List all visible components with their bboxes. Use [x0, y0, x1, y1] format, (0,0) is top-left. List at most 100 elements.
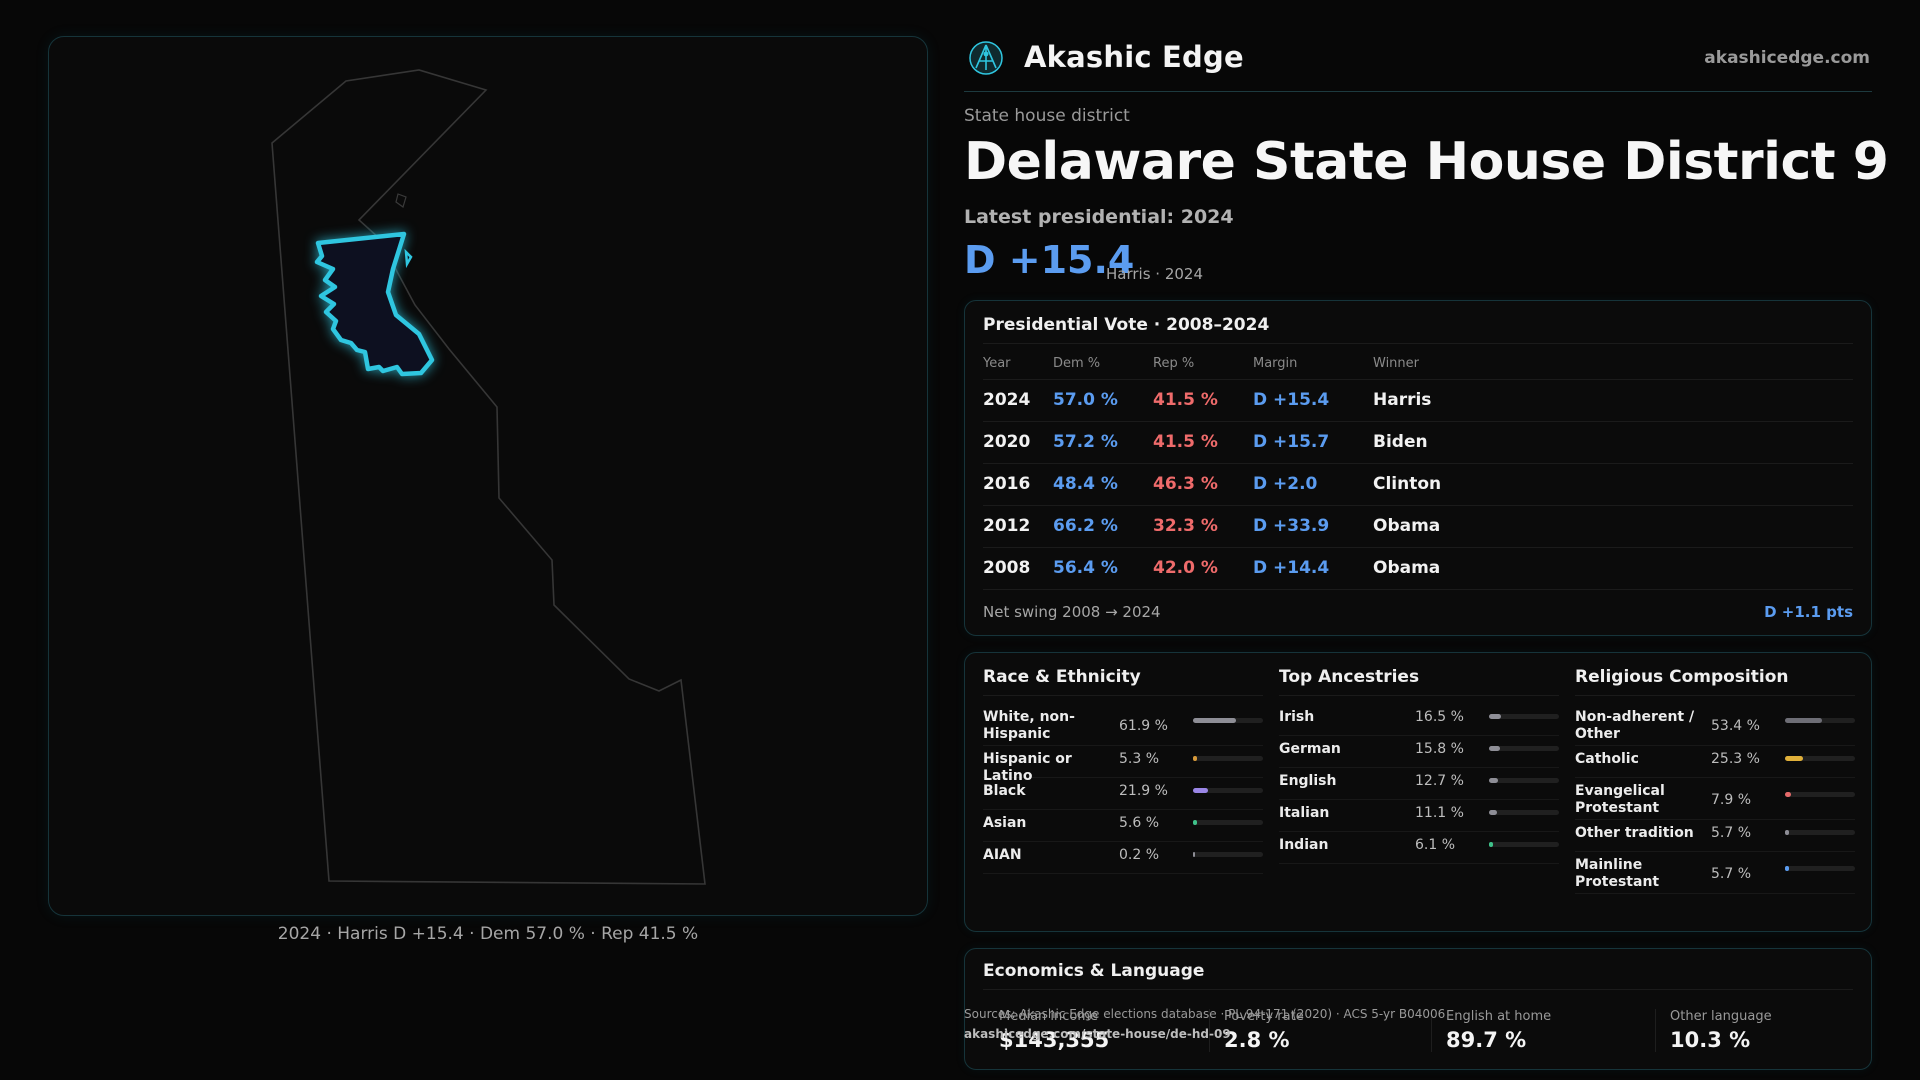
demographic-bar-fill	[1193, 718, 1237, 723]
brand-site-link[interactable]: akashicedge.com	[1704, 48, 1870, 68]
demographic-bar-track	[1785, 830, 1855, 835]
demographic-row: German 15.8 %	[1279, 736, 1559, 768]
demographic-percent: 5.6 %	[1119, 815, 1160, 831]
demographic-bar-track	[1193, 788, 1263, 793]
net-swing-label: Net swing 2008 → 2024	[983, 603, 1161, 621]
demographic-row: AIAN 0.2 %	[983, 842, 1263, 874]
demographic-label: English	[1279, 773, 1337, 789]
demographic-percent: 25.3 %	[1711, 751, 1760, 767]
cell-winner: Obama	[1373, 505, 1853, 548]
demographic-row: Mainline Protestant 5.7 %	[1575, 852, 1855, 894]
race-section-title: Race & Ethnicity	[983, 667, 1141, 687]
stat-english-at-home: English at home 89.7 %	[1431, 1009, 1651, 1052]
headline-margin: D +15.4	[964, 238, 1135, 282]
demographic-label: German	[1279, 741, 1341, 757]
akashic-edge-logo-icon[interactable]	[968, 40, 1004, 76]
demographic-row: Asian 5.6 %	[983, 810, 1263, 842]
demographic-bar-fill	[1785, 866, 1789, 871]
ancestry-section-title: Top Ancestries	[1279, 667, 1420, 687]
demographic-bar-fill	[1193, 852, 1196, 857]
demographic-label: Black	[983, 783, 1026, 799]
stat-label: Other language	[1670, 1009, 1772, 1024]
latest-presidential-label: Latest presidential: 2024	[964, 206, 1234, 228]
ancestry-section: Top Ancestries Irish 16.5 % German 15.8 % En…	[1279, 667, 1559, 864]
table-header-row: Year Dem % Rep % Margin Winner	[983, 349, 1853, 380]
demographic-label: Indian	[1279, 837, 1329, 853]
demographic-percent: 7.9 %	[1711, 792, 1752, 808]
demographic-percent: 21.9 %	[1119, 783, 1168, 799]
demographic-percent: 16.5 %	[1415, 709, 1464, 725]
demographic-bar-track	[1489, 810, 1559, 815]
table-row: 2008 56.4 % 42.0 % D +14.4 Obama	[983, 547, 1853, 590]
demographic-bar-track	[1489, 714, 1559, 719]
divider	[983, 989, 1853, 990]
divider	[1279, 695, 1559, 696]
demographic-label: Hispanic or Latino	[983, 751, 1072, 784]
demographic-label: AIAN	[983, 847, 1022, 863]
cell-rep: 46.3 %	[1153, 463, 1253, 506]
cell-rep: 41.5 %	[1153, 421, 1253, 464]
net-swing-value: D +1.1 pts	[1764, 603, 1853, 621]
demographic-percent: 5.7 %	[1711, 866, 1752, 882]
page-url-link[interactable]: akashicedge.com/state-house/de-hd-09	[964, 1027, 1231, 1041]
sources-footer: Sources: Akashic Edge elections database…	[964, 1004, 1445, 1044]
demographic-bar-track	[1193, 756, 1263, 761]
presidential-card-title: Presidential Vote · 2008–2024	[983, 315, 1270, 335]
demographic-percent: 61.9 %	[1119, 718, 1168, 734]
demographic-row: Irish 16.5 %	[1279, 704, 1559, 736]
table-row: 2024 57.0 % 41.5 % D +15.4 Harris	[983, 379, 1853, 422]
map-panel[interactable]	[48, 36, 928, 916]
table-row: 2016 48.4 % 46.3 % D +2.0 Clinton	[983, 463, 1853, 506]
demographic-label: Asian	[983, 815, 1027, 831]
demographic-label: Non-adherent / Other	[1575, 709, 1695, 742]
stat-label: Poverty rate	[1224, 1009, 1304, 1024]
demographic-bar-track	[1489, 746, 1559, 751]
presidential-vote-card: Presidential Vote · 2008–2024 Year Dem %…	[964, 300, 1872, 636]
cell-winner: Biden	[1373, 421, 1853, 464]
cell-winner: Obama	[1373, 547, 1853, 590]
table-row: 2020 57.2 % 41.5 % D +15.7 Biden	[983, 421, 1853, 464]
cell-margin: D +2.0	[1253, 463, 1373, 506]
economics-card-title: Economics & Language	[983, 961, 1205, 981]
headline-margin-sub: Harris · 2024	[1106, 265, 1204, 283]
brand-name[interactable]: Akashic Edge	[1024, 40, 1244, 74]
stat-value: 10.3 %	[1670, 1028, 1751, 1052]
district-shape[interactable]	[314, 231, 435, 377]
demographic-bar-fill	[1193, 788, 1209, 793]
stat-label: Median income	[999, 1009, 1099, 1024]
demographic-bar-fill	[1489, 778, 1498, 783]
district-map[interactable]	[49, 37, 929, 917]
demographic-row: Evangelical Protestant 7.9 %	[1575, 778, 1855, 820]
map-caption: 2024 · Harris D +15.4 · Dem 57.0 % · Rep…	[277, 924, 699, 944]
col-header-rep: Rep %	[1153, 349, 1253, 380]
stat-label: English at home	[1446, 1009, 1552, 1024]
cell-year: 2024	[983, 379, 1053, 422]
demographic-percent: 12.7 %	[1415, 773, 1464, 789]
state-outline	[271, 69, 706, 885]
demographic-row: English 12.7 %	[1279, 768, 1559, 800]
cell-dem: 57.2 %	[1053, 421, 1153, 464]
cell-year: 2012	[983, 505, 1053, 548]
demographic-row: Italian 11.1 %	[1279, 800, 1559, 832]
demographic-percent: 15.8 %	[1415, 741, 1464, 757]
demographic-label: Other tradition	[1575, 825, 1694, 841]
demographic-bar-track	[1489, 842, 1559, 847]
demographic-percent: 0.2 %	[1119, 847, 1160, 863]
cell-year: 2016	[983, 463, 1053, 506]
cell-year: 2008	[983, 547, 1053, 590]
demographic-bar-fill	[1193, 756, 1197, 761]
demographic-percent: 53.4 %	[1711, 718, 1760, 734]
economics-card: Economics & Language Median income $143,…	[964, 948, 1872, 1070]
demographic-row: Black 21.9 %	[983, 778, 1263, 810]
col-header-winner: Winner	[1373, 349, 1853, 380]
demographic-bar-track	[1785, 866, 1855, 871]
cell-dem: 57.0 %	[1053, 379, 1153, 422]
demographic-bar-track	[1785, 718, 1855, 723]
cell-rep: 32.3 %	[1153, 505, 1253, 548]
presidential-table: Year Dem % Rep % Margin Winner 2024 57.0…	[983, 349, 1853, 590]
cell-margin: D +15.4	[1253, 379, 1373, 422]
demographics-card: Race & Ethnicity White, non-Hispanic 61.9…	[964, 652, 1872, 932]
race-list: White, non-Hispanic 61.9 % Hispanic or Lat…	[983, 704, 1263, 874]
stat-poverty-rate: Poverty rate 2.8 %	[1209, 1009, 1429, 1052]
sources-text: Sources: Akashic Edge elections database…	[964, 1007, 1446, 1021]
